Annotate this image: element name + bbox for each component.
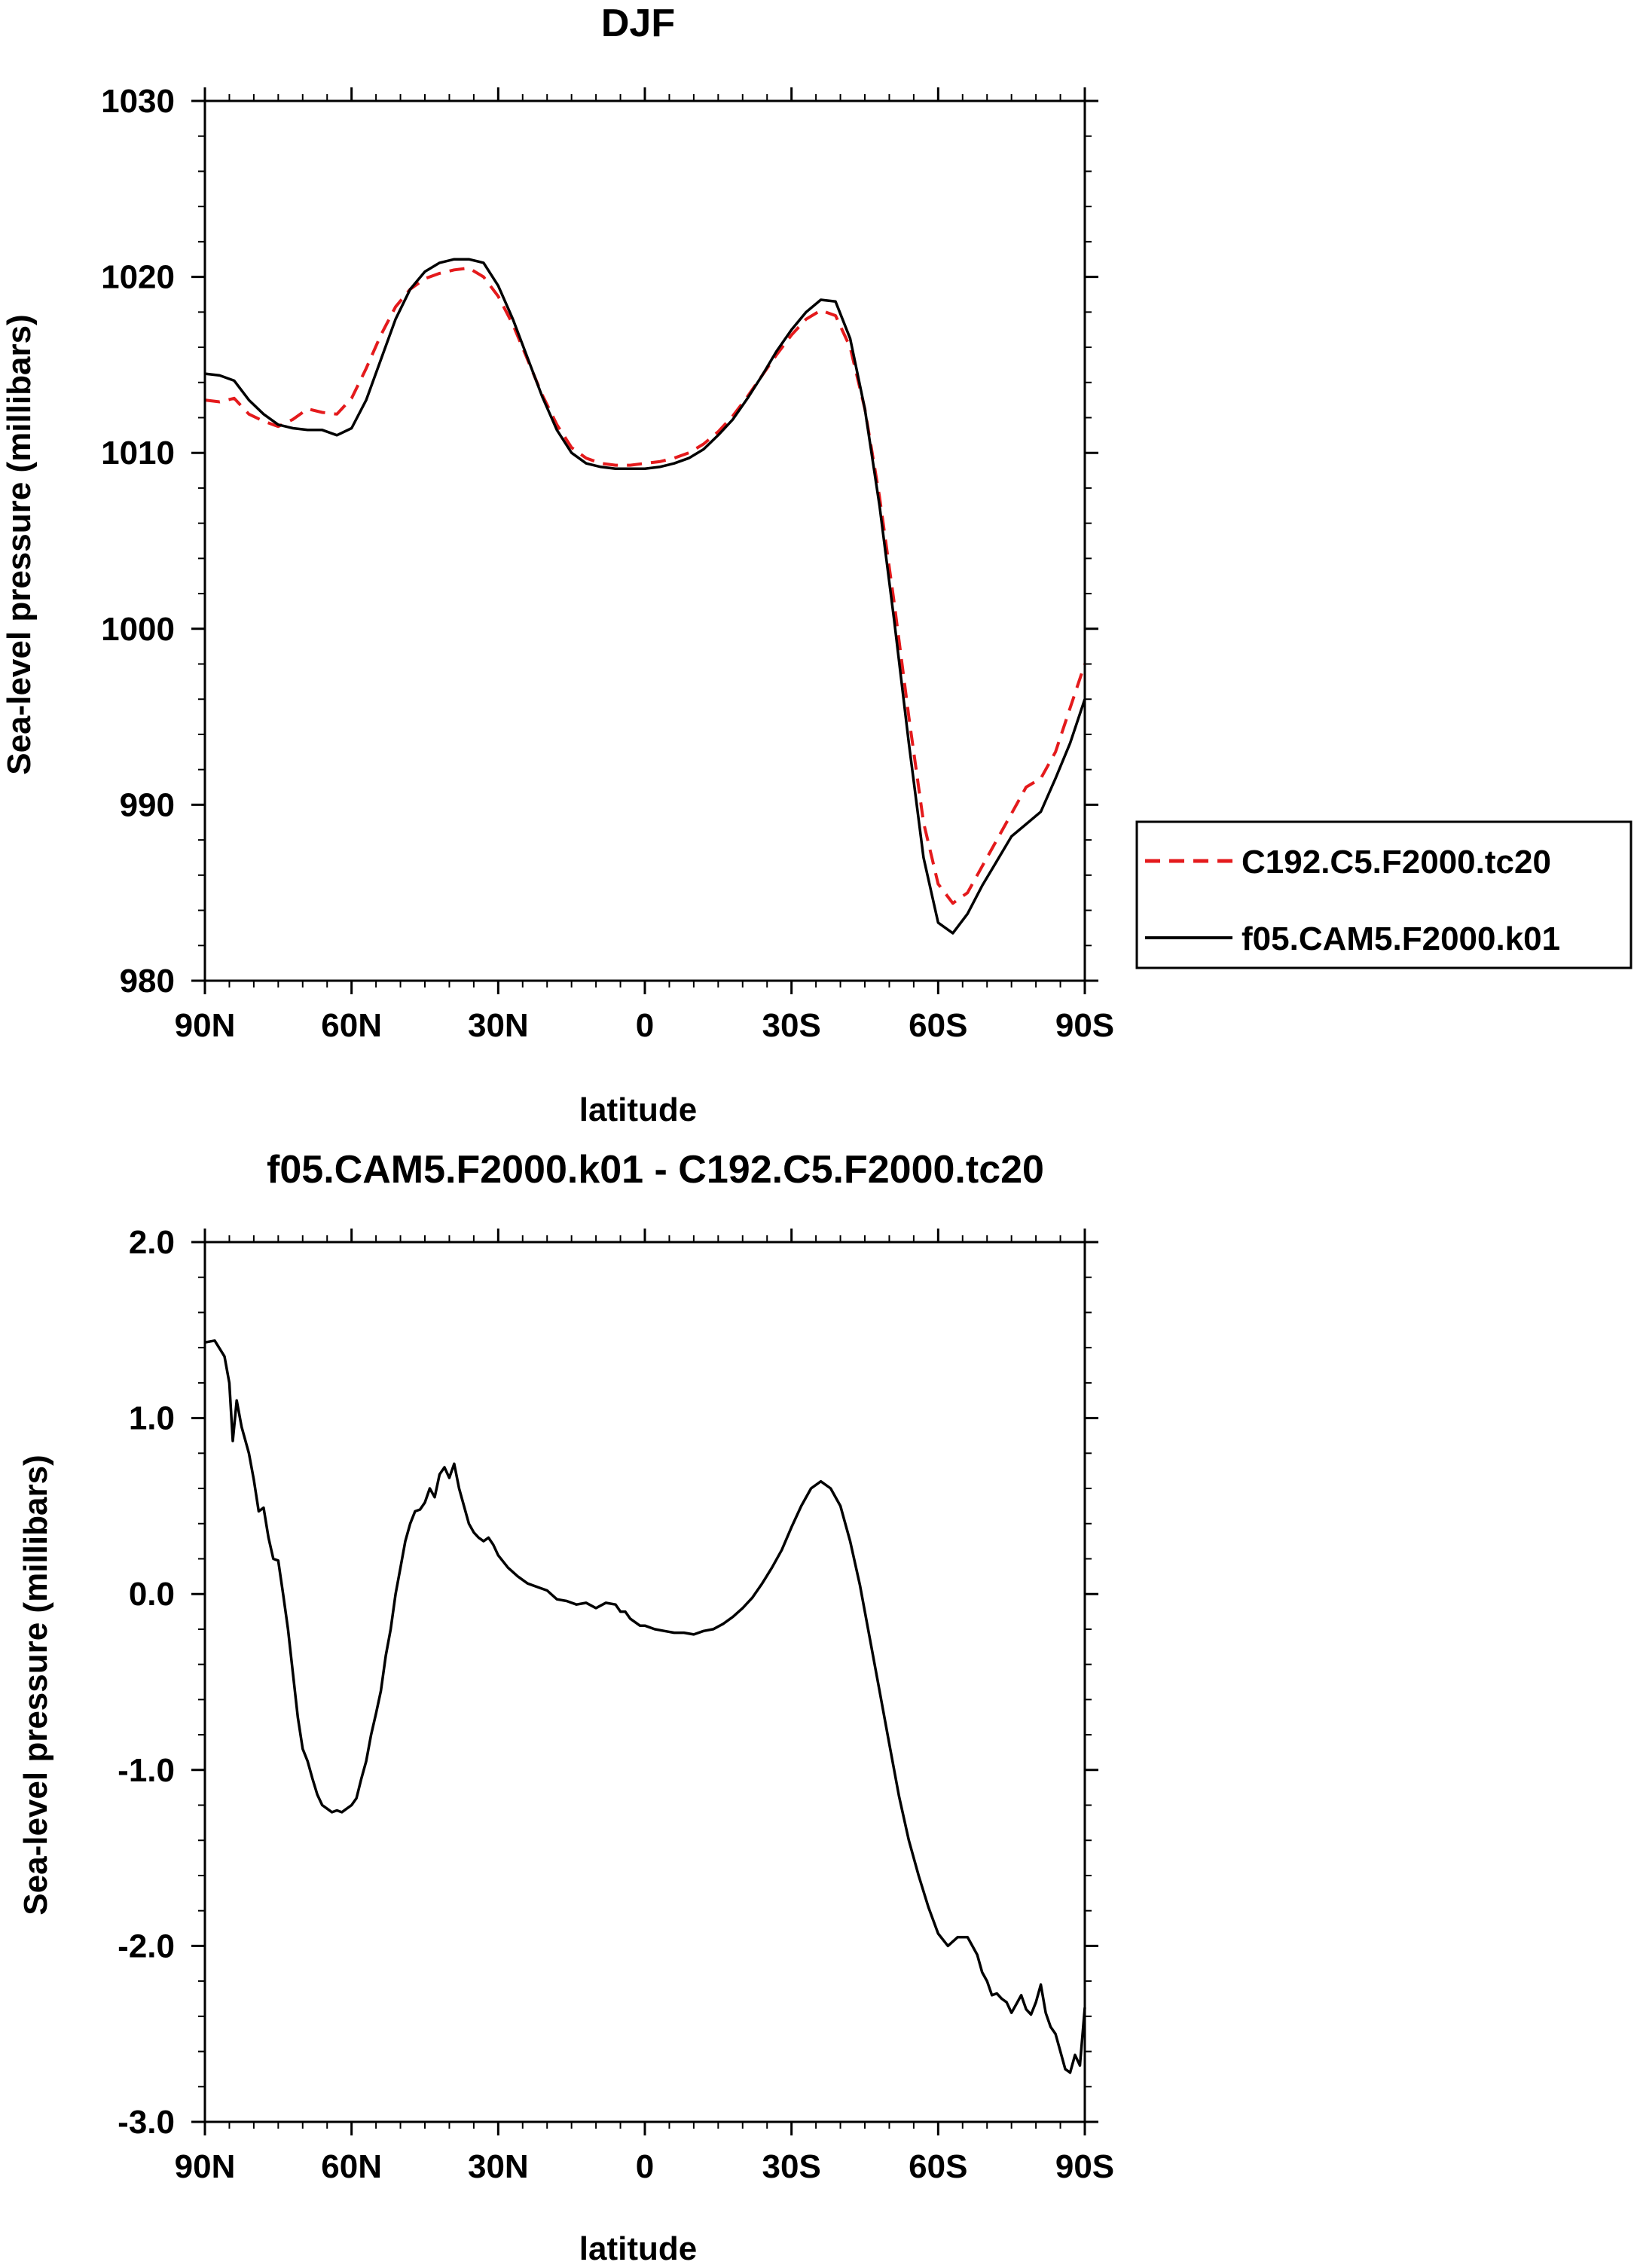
top-x-tick-label: 0 <box>636 1007 654 1044</box>
bottom-y-tick-label: -2.0 <box>118 1928 175 1964</box>
bottom-y-tick-label: 2.0 <box>129 1224 175 1261</box>
bottom-x-tick-label: 30N <box>468 2148 529 2185</box>
bottom-series-line-difference <box>204 1339 1086 2074</box>
bottom-x-tick-label: 90N <box>175 2148 236 2185</box>
top-panel-djf: DJF Sea-level pressure (millibars) latit… <box>1 2 1114 1128</box>
bottom-tick-labels: 90N 60N 30N 0 30S 60S 90S -3.0 -2.0 -1.0 0.0 1.0 2.0 <box>118 1224 1114 2185</box>
top-x-tick-label: 30N <box>468 1007 529 1044</box>
top-series-line-c192-c5-f2000-tc20 <box>204 266 1086 905</box>
legend-label-tc20: C192.C5.F2000.tc20 <box>1242 844 1551 881</box>
bottom-x-tick-label: 0 <box>636 2148 654 2185</box>
top-x-tick-label: 30S <box>762 1007 821 1044</box>
bottom-y-tick-label: -3.0 <box>118 2104 175 2141</box>
legend-label-k01: f05.CAM5.F2000.k01 <box>1242 920 1560 957</box>
top-x-axis-label: latitude <box>579 1091 697 1128</box>
top-x-tick-label: 90N <box>175 1007 236 1044</box>
bottom-x-tick-label: 30S <box>762 2148 821 2185</box>
legend-box <box>1135 820 1632 969</box>
bottom-y-axis-label: Sea-level pressure (millibars) <box>17 1455 54 1915</box>
bottom-x-tick-label: 60N <box>321 2148 382 2185</box>
top-y-tick-label: 1020 <box>101 259 175 296</box>
bottom-series <box>204 1339 1086 2074</box>
legend: C192.C5.F2000.tc20 f05.CAM5.F2000.k01 <box>1135 820 1632 969</box>
top-x-tick-label: 60S <box>909 1007 967 1044</box>
bottom-panel-difference: f05.CAM5.F2000.k01 - C192.C5.F2000.tc20 … <box>17 1148 1114 2267</box>
bottom-y-tick-label: 0.0 <box>129 1576 175 1613</box>
bottom-x-axis-label: latitude <box>579 2230 697 2267</box>
bottom-x-tick-label: 60S <box>909 2148 967 2185</box>
top-y-tick-label: 1000 <box>101 611 175 648</box>
top-y-axis-label: Sea-level pressure (millibars) <box>1 314 38 774</box>
top-y-tick-label: 1010 <box>101 435 175 472</box>
bottom-chart-title: f05.CAM5.F2000.k01 - C192.C5.F2000.tc20 <box>267 1148 1044 1192</box>
bottom-plot-frame <box>203 1241 1086 2123</box>
top-x-tick-label: 60N <box>321 1007 382 1044</box>
bottom-y-tick-label: 1.0 <box>129 1400 175 1437</box>
top-y-tick-label: 1030 <box>101 83 175 120</box>
bottom-y-tick-label: -1.0 <box>118 1752 175 1789</box>
top-chart-title: DJF <box>601 2 675 45</box>
top-plot-frame <box>203 99 1086 982</box>
bottom-x-tick-label: 90S <box>1055 2148 1114 2185</box>
top-y-tick-label: 990 <box>120 786 175 823</box>
top-tick-labels: 90N 60N 30N 0 30S 60S 90S 980 990 1000 1010 1020 103… <box>101 83 1114 1044</box>
top-series <box>204 258 1086 935</box>
top-x-tick-label: 90S <box>1055 1007 1114 1044</box>
top-y-tick-label: 980 <box>120 963 175 1000</box>
top-series-line-f05-cam5-f2000-k01 <box>204 258 1086 935</box>
